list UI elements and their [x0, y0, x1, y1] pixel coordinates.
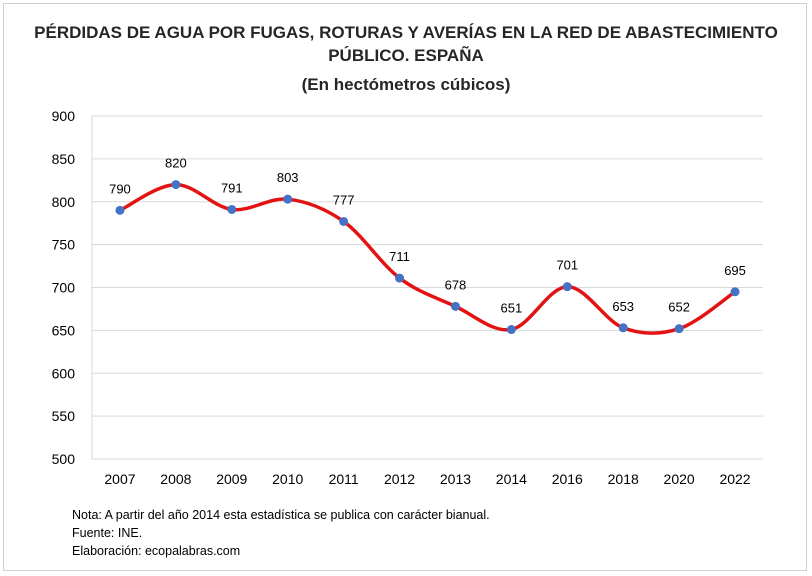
chart-title-line-2: PÚBLICO. ESPAÑA	[328, 46, 484, 65]
data-point	[618, 323, 628, 333]
x-tick-label: 2016	[552, 471, 583, 487]
x-tick-label: 2010	[272, 471, 303, 487]
x-tick-label: 2011	[329, 471, 359, 487]
data-point	[506, 325, 516, 335]
y-tick-label: 500	[52, 451, 76, 467]
x-tick-label: 2022	[719, 471, 750, 487]
data-point	[339, 216, 349, 226]
data-label: 652	[668, 300, 690, 315]
x-tick-label: 2014	[496, 471, 527, 487]
data-point	[730, 287, 740, 297]
data-label: 701	[556, 258, 578, 273]
data-point	[562, 282, 572, 292]
data-point	[450, 301, 460, 311]
x-tick-label: 2008	[160, 471, 191, 487]
data-point	[115, 205, 125, 215]
y-tick-label: 900	[52, 108, 76, 124]
source-text: Fuente: INE.	[72, 526, 143, 540]
chart-notes: Nota: A partir del año 2014 esta estadís…	[72, 506, 490, 560]
data-label: 651	[501, 301, 523, 316]
x-tick-label: 2013	[440, 471, 471, 487]
data-point	[283, 194, 293, 204]
data-label: 695	[724, 263, 746, 278]
chart-title-line-1: PÉRDIDAS DE AGUA POR FUGAS, ROTURAS Y AV…	[34, 23, 778, 42]
data-point	[171, 180, 181, 190]
data-point	[395, 273, 405, 283]
note-text: Nota: A partir del año 2014 esta estadís…	[72, 508, 490, 522]
data-label: 678	[445, 277, 467, 292]
data-label: 791	[221, 180, 243, 195]
data-label: 653	[612, 299, 634, 314]
y-tick-label: 600	[52, 365, 76, 381]
data-label: 820	[165, 156, 187, 171]
y-tick-label: 800	[52, 194, 76, 210]
series-line	[118, 182, 737, 335]
chart-subtitle: (En hectómetros cúbicos)	[301, 75, 511, 94]
data-label: 803	[277, 170, 299, 185]
x-tick-label: 2018	[608, 471, 639, 487]
x-tick-label: 2009	[216, 471, 247, 487]
y-tick-label: 700	[52, 280, 76, 296]
x-tick-label: 2012	[384, 471, 415, 487]
x-tick-label: 2007	[104, 471, 135, 487]
data-point	[227, 204, 237, 214]
data-label: 777	[333, 192, 355, 207]
data-point	[674, 324, 684, 334]
y-tick-label: 650	[52, 322, 76, 338]
data-label: 711	[389, 249, 410, 264]
y-tick-label: 750	[52, 237, 76, 253]
x-tick-label: 2020	[664, 471, 695, 487]
y-tick-label: 550	[52, 408, 76, 424]
data-label: 790	[109, 181, 131, 196]
y-tick-label: 850	[52, 151, 76, 167]
credit-text: Elaboración: ecopalabras.com	[72, 544, 241, 558]
